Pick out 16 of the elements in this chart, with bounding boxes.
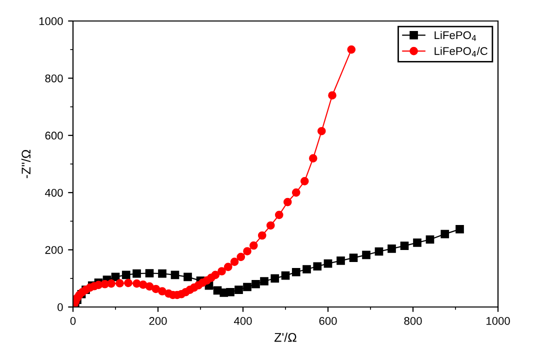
x-tick-label: 600 (319, 317, 337, 325)
x-tick-label: 800 (404, 317, 422, 325)
x-tick-label: 200 (149, 317, 167, 325)
x-tick-label: 1000 (486, 317, 510, 325)
y-tick-label: 800 (45, 74, 63, 82)
y-tick-label: 400 (44, 188, 63, 197)
y-tick-label: 0 (58, 303, 63, 312)
y-tick-label: 200 (45, 246, 63, 254)
x-axis-title: Z'/Ω (274, 332, 296, 342)
x-tick-label: 400 (234, 317, 252, 325)
legend-label: LiFePO$_{4}$/C (434, 46, 488, 57)
legend-label: LiFePO$_{4}$ (434, 30, 476, 41)
y-tick-label: 600 (45, 132, 63, 140)
x-tick-label: 0 (70, 317, 76, 325)
y-tick-label: 1000 (39, 17, 63, 26)
y-axis-title: -Z''/Ω (21, 150, 31, 178)
